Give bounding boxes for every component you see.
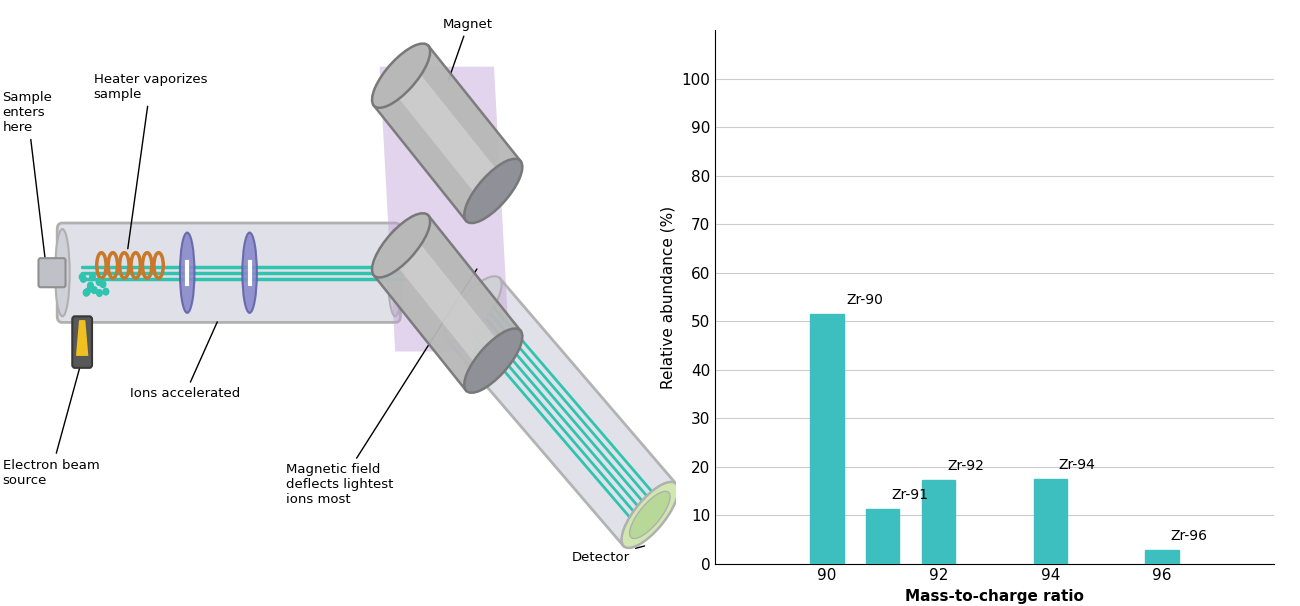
Circle shape	[91, 287, 98, 293]
Circle shape	[100, 281, 105, 287]
Bar	[922, 481, 956, 564]
Circle shape	[83, 290, 88, 296]
Text: Magnetic field
deflects lightest
ions most: Magnetic field deflects lightest ions mo…	[286, 269, 477, 506]
Ellipse shape	[621, 482, 679, 548]
Circle shape	[96, 279, 101, 285]
Ellipse shape	[387, 229, 403, 316]
Y-axis label: Relative abundance (%): Relative abundance (%)	[660, 205, 676, 388]
Ellipse shape	[372, 44, 430, 108]
Ellipse shape	[242, 233, 257, 313]
Text: Zr-96: Zr-96	[1170, 528, 1208, 543]
Ellipse shape	[464, 159, 523, 223]
Bar	[1034, 479, 1067, 564]
Ellipse shape	[464, 328, 523, 393]
Text: Detector: Detector	[572, 546, 645, 564]
Text: Sample
enters
here: Sample enters here	[3, 91, 52, 270]
FancyBboxPatch shape	[57, 223, 400, 322]
Text: Magnet: Magnet	[443, 18, 493, 81]
Polygon shape	[380, 67, 510, 351]
Bar	[866, 509, 900, 564]
Circle shape	[103, 288, 109, 295]
Text: Zr-94: Zr-94	[1058, 458, 1096, 472]
Text: Ions accelerated: Ions accelerated	[130, 322, 240, 401]
FancyBboxPatch shape	[73, 316, 92, 368]
X-axis label: Mass-to-charge ratio: Mass-to-charge ratio	[905, 589, 1084, 604]
Circle shape	[79, 273, 84, 280]
Text: Zr-91: Zr-91	[891, 488, 928, 502]
Ellipse shape	[55, 229, 70, 316]
Circle shape	[90, 274, 95, 281]
Circle shape	[96, 290, 103, 296]
Circle shape	[84, 289, 90, 296]
Bar	[810, 314, 844, 564]
Text: Heater vaporizes
sample: Heater vaporizes sample	[94, 73, 207, 248]
Ellipse shape	[629, 491, 670, 539]
Ellipse shape	[372, 213, 430, 278]
Ellipse shape	[445, 276, 502, 342]
FancyBboxPatch shape	[39, 258, 65, 287]
Polygon shape	[390, 64, 504, 203]
Text: Zr-90: Zr-90	[846, 293, 883, 307]
Circle shape	[87, 285, 94, 292]
Circle shape	[87, 282, 94, 289]
Bar	[1145, 550, 1179, 564]
Text: Electron beam
source: Electron beam source	[3, 361, 99, 487]
Polygon shape	[373, 46, 521, 221]
Polygon shape	[373, 216, 521, 390]
Polygon shape	[390, 233, 504, 373]
Circle shape	[81, 276, 86, 282]
Ellipse shape	[179, 233, 195, 313]
Text: Zr-92: Zr-92	[946, 459, 984, 473]
Polygon shape	[447, 278, 676, 546]
